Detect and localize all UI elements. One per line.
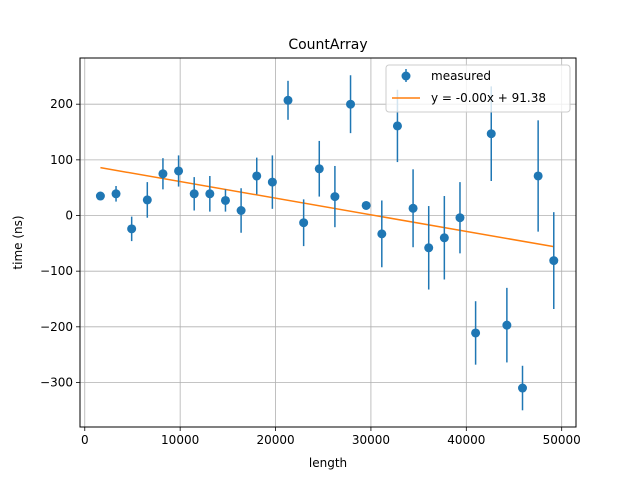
y-tick-label: 100	[50, 153, 73, 167]
y-tick-label: −300	[40, 375, 73, 389]
data-point	[471, 328, 481, 338]
data-point	[424, 243, 434, 253]
data-point	[267, 177, 277, 187]
x-tick-label: 50000	[543, 433, 581, 447]
y-axis-label: time (ns)	[11, 215, 25, 269]
x-tick-label: 20000	[256, 433, 294, 447]
data-point	[299, 218, 309, 228]
data-point	[518, 383, 528, 393]
x-tick-label: 30000	[352, 433, 390, 447]
data-point	[549, 256, 559, 266]
data-point	[455, 213, 465, 223]
points-layer	[95, 95, 559, 393]
data-point	[174, 166, 184, 176]
y-tick-label: −100	[40, 264, 73, 278]
data-point	[533, 171, 543, 181]
data-point	[127, 224, 137, 234]
legend-box	[385, 64, 571, 113]
data-point	[252, 171, 262, 181]
data-point	[330, 192, 340, 202]
data-point	[439, 233, 449, 243]
data-point	[314, 164, 324, 174]
x-axis-ticks: 0 10000 20000 30000 40000 50000	[81, 427, 581, 447]
data-point	[408, 203, 418, 213]
data-point	[205, 189, 215, 199]
data-point	[361, 200, 371, 210]
chart-title: CountArray	[288, 37, 367, 53]
grid	[80, 58, 576, 427]
legend: measured y = -0.00x + 91.38	[385, 64, 571, 113]
data-point	[486, 129, 496, 139]
x-tick-label: 10000	[161, 433, 199, 447]
fit-line	[100, 166, 554, 248]
data-point	[142, 195, 152, 205]
data-point	[377, 229, 387, 239]
x-tick-label: 40000	[447, 433, 485, 447]
legend-label-fit: y = -0.00x + 91.38	[431, 91, 546, 105]
data-point	[502, 320, 512, 330]
data-point	[220, 195, 230, 205]
fit-line-layer	[100, 166, 554, 248]
y-axis-ticks: −300 −200 −100 0 100 200	[40, 97, 80, 389]
plot-frame	[79, 57, 577, 428]
x-tick-label: 0	[81, 433, 89, 447]
data-point	[111, 189, 121, 199]
data-point	[392, 121, 402, 131]
data-point	[95, 191, 105, 201]
legend-marker-measured	[401, 71, 411, 81]
legend-label-measured: measured	[431, 69, 491, 83]
y-tick-label: −200	[40, 320, 73, 334]
data-point	[283, 95, 293, 105]
y-tick-label: 0	[65, 209, 73, 223]
data-point	[158, 169, 168, 179]
y-tick-label: 200	[50, 97, 73, 111]
x-axis-label: length	[309, 456, 347, 470]
data-point	[189, 189, 199, 199]
data-point	[236, 205, 246, 215]
data-point	[346, 99, 356, 109]
